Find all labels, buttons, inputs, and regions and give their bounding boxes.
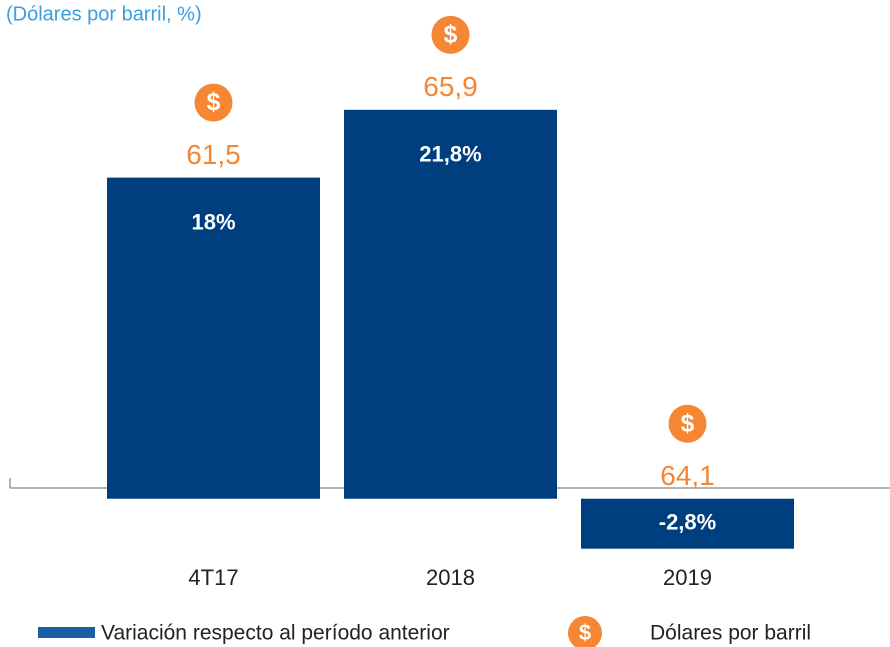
bar	[344, 109, 557, 499]
icon-circle	[568, 616, 602, 647]
x-tick-label: 2019	[663, 565, 712, 590]
dollar-icon: $	[568, 616, 602, 647]
legend-label: Dólares por barril	[650, 622, 811, 645]
bar-value-label: 18%	[191, 209, 235, 234]
dollar-value-label: 64,1	[660, 460, 715, 491]
dollar-icon: $	[194, 83, 233, 122]
bar-value-label: 21,8%	[419, 142, 481, 167]
dollar-icon: $	[431, 15, 470, 54]
icon-circle	[194, 83, 233, 122]
dollar-icon: $	[668, 404, 707, 443]
icon-circle	[431, 15, 470, 54]
icon-glyph: $	[207, 89, 221, 116]
icon-circle	[668, 404, 707, 443]
icon-glyph: $	[681, 410, 695, 437]
bar	[107, 177, 320, 499]
chart-title: (Dólares por barril, %)	[6, 3, 202, 25]
x-tick-label: 2018	[426, 565, 475, 590]
icon-glyph: $	[444, 21, 458, 48]
dollar-value-label: 61,5	[186, 139, 241, 170]
legend-swatch	[38, 627, 95, 638]
dollar-value-label: 65,9	[423, 71, 478, 102]
bar	[581, 498, 794, 549]
icon-glyph: $	[579, 620, 591, 645]
bar-value-label: -2,8%	[659, 510, 716, 535]
legend-label: Variación respecto al período anterior	[101, 622, 450, 645]
x-tick-label: 4T17	[188, 565, 238, 590]
